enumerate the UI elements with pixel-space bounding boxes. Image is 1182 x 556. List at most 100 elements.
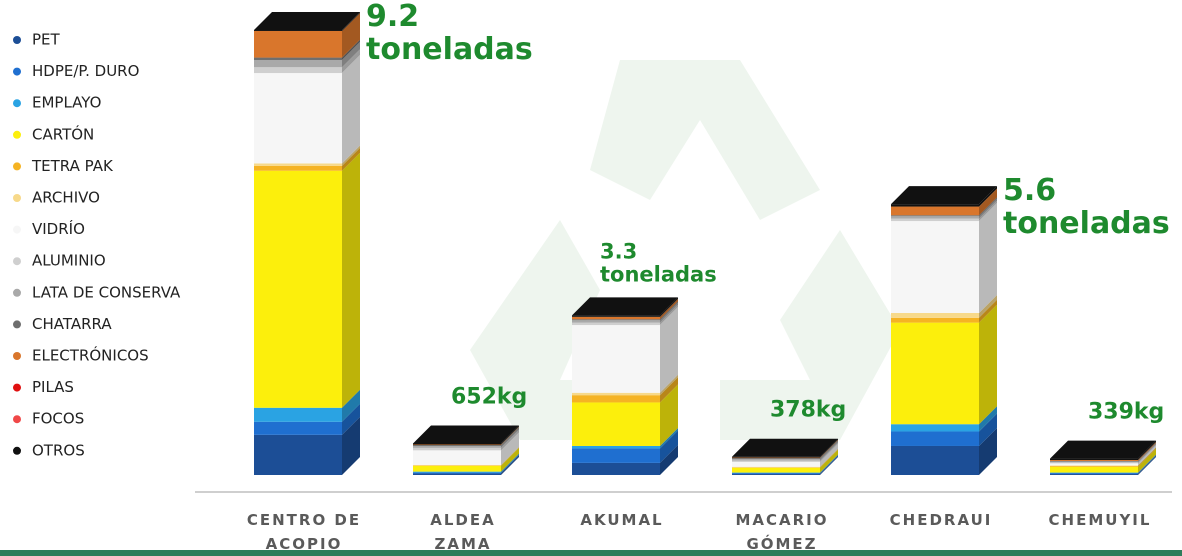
x-tick-label-line: ZAMA: [434, 535, 491, 553]
background-recycle-symbol: [470, 60, 900, 440]
bar-segment-side: [342, 55, 360, 164]
bar-segment: [1050, 460, 1138, 461]
x-tick-label-line: GÓMEZ: [746, 534, 817, 553]
bar-segment-side: [1138, 447, 1156, 466]
bar-segment-side: [979, 200, 997, 222]
legend-marker: [13, 67, 21, 76]
value-label: 378kg: [770, 398, 846, 423]
value-label-line: 9.2: [366, 0, 419, 34]
bar-segment-side: [1138, 440, 1156, 461]
bar-segment-side: [1138, 447, 1156, 467]
bar-segment: [572, 320, 660, 323]
bar-segment: [732, 460, 820, 462]
legend-marker: [13, 288, 21, 297]
bar-segment: [254, 30, 342, 31]
bar-segment: [891, 424, 979, 432]
bar-segment: [254, 163, 342, 166]
bar-segment: [254, 170, 342, 408]
value-label: 5.6 toneladas: [1003, 173, 1170, 241]
bar-segment-side: [501, 425, 519, 445]
bar-segment-side: [660, 301, 678, 321]
bar-segment: [1050, 463, 1138, 466]
bar-segment: [572, 322, 660, 326]
bar-segment-side: [501, 447, 519, 466]
x-tick-label-line: MACARIO: [735, 511, 828, 529]
legend-marker: [13, 130, 21, 139]
bar-segment-side: [820, 440, 838, 460]
bar-segment-side: [342, 12, 360, 58]
bar-segment: [572, 402, 660, 446]
legend-marker: [13, 446, 21, 455]
bar-segment-side: [820, 439, 838, 459]
bar-segment-side: [820, 455, 838, 475]
bar-segment: [732, 459, 820, 461]
bar-segment-side: [1138, 448, 1156, 473]
bar-segment: [732, 474, 820, 475]
bar-segment-side: [820, 441, 838, 461]
bar-segment: [572, 448, 660, 463]
bar-segment: [891, 218, 979, 222]
bar-segment-side: [979, 406, 997, 432]
bar-segment: [1050, 458, 1138, 461]
bar-segment-side: [1138, 455, 1156, 475]
legend-marker: [13, 257, 21, 266]
bar-segment: [1050, 466, 1138, 473]
value-label: 9.2 toneladas: [366, 0, 533, 67]
bar-top: [1050, 440, 1156, 459]
x-tick-label: CENTRO DE ACOPIO: [247, 511, 361, 553]
bar-segment-side: [820, 449, 838, 473]
bar-segment: [572, 319, 660, 321]
bar-top: [732, 438, 838, 457]
bar-segment: [732, 461, 820, 467]
bar-segment-side: [660, 304, 678, 326]
bar-segment: [254, 67, 342, 74]
bar-segment-side: [660, 307, 678, 393]
legend-marker: [13, 194, 21, 202]
bar-segment-side: [979, 427, 997, 475]
footer-strip: [0, 550, 1182, 556]
bar-segment: [572, 325, 660, 393]
x-tick-label: MACARIO GÓMEZ: [735, 511, 828, 553]
bar-segment: [891, 215, 979, 217]
bar-segment-side: [501, 427, 519, 448]
bar-segment: [891, 445, 979, 475]
bar-segment: [572, 392, 660, 396]
value-label-line: toneladas: [600, 262, 717, 286]
bar-segment-side: [979, 294, 997, 318]
legend-marker: [13, 383, 21, 392]
legend-label: PET: [32, 31, 61, 49]
legend-label: PILAS: [32, 378, 74, 396]
bar-segment-side: [660, 374, 678, 396]
legend-label: LATA DE CONSERVA: [32, 283, 181, 301]
bar-segment-side: [1138, 445, 1156, 466]
x-tick-label: CHEDRAUI: [890, 511, 993, 529]
bar-segment: [732, 467, 820, 473]
bar-segment-side: [501, 453, 519, 473]
value-label: 652kg: [451, 384, 527, 409]
bar-segment-side: [1138, 456, 1156, 475]
bar-segment-side: [342, 12, 360, 31]
value-label-line: 652kg: [451, 384, 527, 409]
bar-segment-side: [1138, 444, 1156, 464]
bar-segment-side: [342, 145, 360, 166]
bar-segment: [572, 316, 660, 320]
legend-marker: [13, 320, 21, 329]
bar-segment-side: [979, 198, 997, 219]
bar-segment-side: [501, 447, 519, 472]
legend-label: HDPE/P. DURO: [32, 62, 139, 80]
bar-segment-side: [660, 444, 678, 475]
x-tick-label: AKUMAL: [580, 511, 663, 529]
bar-segment-side: [1138, 442, 1156, 461]
bar-segment: [572, 445, 660, 449]
bar-segment: [254, 407, 342, 422]
bar-segment-side: [501, 454, 519, 474]
value-label-line: 339kg: [1088, 400, 1164, 425]
x-tick-label-line: CHEMUYIL: [1049, 511, 1152, 529]
bar-segment: [891, 431, 979, 446]
bar-segment-side: [501, 446, 519, 466]
bar-segment: [891, 216, 979, 219]
bar-segment: [254, 421, 342, 435]
bar-segment-side: [979, 188, 997, 216]
bar-segment-side: [342, 389, 360, 422]
